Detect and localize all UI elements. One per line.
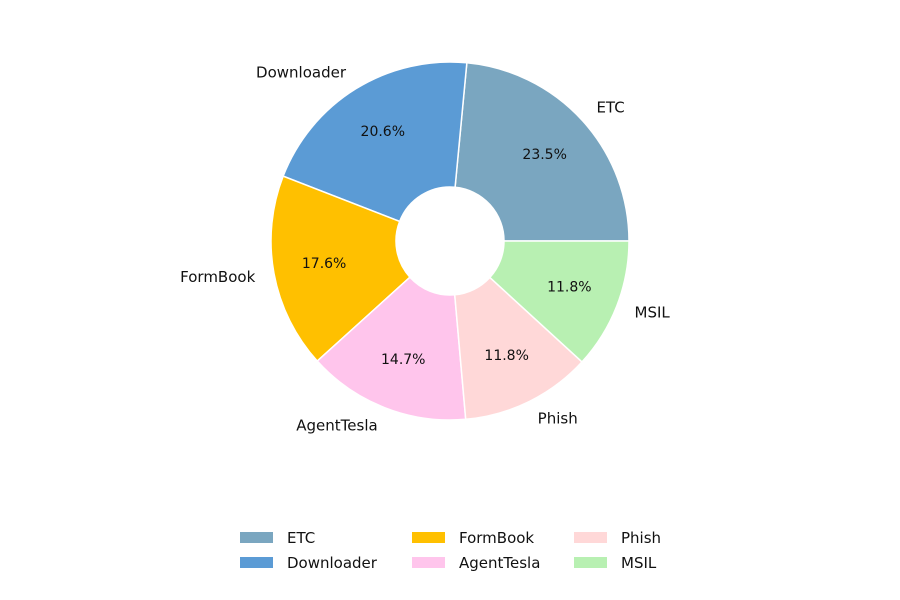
legend-swatch-phish xyxy=(574,532,607,543)
value-label-downloader: 20.6% xyxy=(361,124,405,140)
legend-swatch-etc xyxy=(240,532,273,543)
legend: ETC Downloader FormBook AgentTesla Phish MSIL xyxy=(240,525,700,575)
legend-label-phish: Phish xyxy=(621,528,662,547)
legend-swatch-msil xyxy=(574,557,607,568)
value-label-formbook: 17.6% xyxy=(302,256,346,272)
slice-etc xyxy=(454,61,630,242)
legend-swatch-formbook xyxy=(412,532,445,543)
value-label-msil: 11.8% xyxy=(547,279,591,295)
category-label-msil: MSIL xyxy=(635,304,671,322)
category-label-etc: ETC xyxy=(596,99,624,117)
legend-item-downloader: Downloader xyxy=(240,550,412,575)
legend-label-agenttesla: AgentTesla xyxy=(459,553,541,572)
legend-swatch-downloader xyxy=(240,557,273,568)
value-label-etc: 23.5% xyxy=(522,147,566,163)
legend-item-etc: ETC xyxy=(240,525,412,550)
legend-item-phish: Phish xyxy=(574,525,694,550)
slice-phish xyxy=(453,276,584,421)
legend-label-msil: MSIL xyxy=(621,553,657,572)
slice-formbook xyxy=(270,175,412,363)
value-label-agenttesla: 14.7% xyxy=(381,352,425,368)
legend-label-etc: ETC xyxy=(287,528,316,547)
category-label-formbook: FormBook xyxy=(180,268,255,286)
legend-item-msil: MSIL xyxy=(574,550,694,575)
legend-swatch-agenttesla xyxy=(412,557,445,568)
legend-item-formbook: FormBook xyxy=(412,525,574,550)
slice-agenttesla xyxy=(316,276,467,421)
category-label-phish: Phish xyxy=(538,410,578,428)
slice-downloader xyxy=(282,61,468,223)
legend-label-downloader: Downloader xyxy=(287,553,377,572)
category-label-agenttesla: AgentTesla xyxy=(296,416,377,434)
value-label-phish: 11.8% xyxy=(484,348,528,364)
legend-label-formbook: FormBook xyxy=(459,528,535,547)
category-label-downloader: Downloader xyxy=(256,64,347,82)
slice-msil xyxy=(488,240,630,363)
legend-item-agenttesla: AgentTesla xyxy=(412,550,574,575)
